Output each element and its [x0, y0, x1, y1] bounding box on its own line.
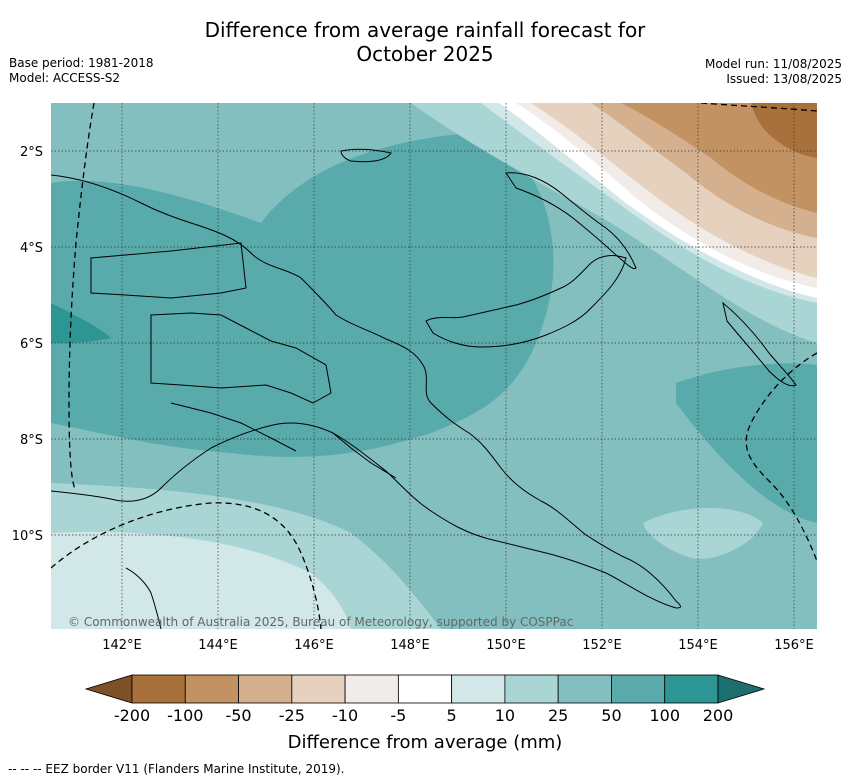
- model-text: Model: ACCESS-S2: [9, 71, 121, 85]
- new-britain-coast: [425, 255, 627, 348]
- colorbar-tick-label: -200: [114, 706, 150, 725]
- colorbar-segment: [557, 674, 612, 704]
- colorbar-tick-label: -5: [390, 706, 406, 725]
- colorbar-segment: [504, 674, 559, 704]
- lat-label: 6°S: [20, 337, 43, 352]
- province-borders: [90, 242, 397, 479]
- issued-text: Issued: 13/08/2025: [726, 72, 842, 86]
- left-metadata: Base period: 1981-2018 Model: ACCESS-S2: [9, 56, 154, 86]
- border-highlands: [150, 312, 332, 404]
- colorbar-segment: [131, 674, 186, 704]
- shade-band-sw-5-10: [51, 532, 351, 629]
- new-ireland-coast: [505, 172, 637, 270]
- copyright-text: © Commonwealth of Australia 2025, Bureau…: [68, 615, 573, 629]
- colorbar: -200 -100 -50 -25 -10 -5 5 10 25 50 100 200: [84, 674, 766, 725]
- colorbar-segment: [344, 674, 399, 704]
- shade-band-ne-minus200-minus100: [751, 103, 817, 158]
- colorbar-tick-label: -10: [332, 706, 358, 725]
- cape-york-coast: [125, 567, 162, 629]
- colorbar-extend-high: [717, 674, 766, 704]
- base-period-text: Base period: 1981-2018: [9, 56, 154, 70]
- colorbar-tick-label: 100: [649, 706, 680, 725]
- png-south-coast: [51, 422, 677, 609]
- title-line-2: October 2025: [356, 42, 494, 66]
- map-title: Difference from average rainfall forecas…: [0, 18, 850, 66]
- shade-region-center-50-100: [51, 133, 554, 457]
- rainfall-anomaly-map: © Commonwealth of Australia 2025, Bureau…: [51, 103, 817, 629]
- latitude-labels: 2°S 4°S 6°S 8°S 10°S: [12, 145, 43, 544]
- shade-region-east-50-100: [676, 363, 817, 523]
- colorbar-tick-label: 25: [548, 706, 568, 725]
- longitude-labels: 142°E 144°E 146°E 148°E 150°E 152°E 154°E 156°E: [102, 638, 814, 653]
- eez-footnote: -- -- -- EEZ border V11 (Flanders Marine…: [8, 762, 345, 776]
- colorbar-segment: [451, 674, 506, 704]
- lat-label: 4°S: [20, 241, 43, 256]
- colorbar-tick-label: -100: [167, 706, 203, 725]
- colorbar-segment: [291, 674, 346, 704]
- colorbar-tick-label: 50: [601, 706, 621, 725]
- shade-region-west-100-200: [51, 303, 111, 343]
- lon-label: 146°E: [294, 638, 334, 653]
- border-western-gulf: [170, 402, 297, 452]
- colorbar-extend-low: [84, 674, 133, 704]
- manus-island-coast: [340, 148, 392, 163]
- eez-east: [745, 352, 817, 562]
- colorbar-segment: [664, 674, 719, 704]
- lat-label: 10°S: [12, 529, 43, 544]
- colorbar-label: Difference from average (mm): [288, 732, 563, 753]
- eez-north: [700, 103, 817, 112]
- lon-label: 156°E: [774, 638, 814, 653]
- lon-label: 142°E: [102, 638, 142, 653]
- colorbar-segment: [184, 674, 239, 704]
- lon-label: 144°E: [198, 638, 238, 653]
- colorbar-tick-label: 200: [703, 706, 734, 725]
- colorbar-segment: [611, 674, 666, 704]
- eez-west: [68, 103, 95, 492]
- shade-patch-se-10-25: [643, 508, 763, 559]
- border-sandaun: [90, 242, 247, 299]
- colorbar-segment: [397, 674, 453, 704]
- model-run-text: Model run: 11/08/2025: [704, 57, 842, 71]
- eez-borders: [51, 103, 817, 629]
- title-line-1: Difference from average rainfall forecas…: [204, 18, 646, 42]
- lon-label: 150°E: [486, 638, 526, 653]
- colorbar-tick-label: 10: [495, 706, 515, 725]
- bougainville-coast: [722, 301, 797, 387]
- lon-label: 148°E: [390, 638, 430, 653]
- png-north-coast: [51, 174, 681, 609]
- lon-label: 152°E: [582, 638, 622, 653]
- colorbar-tick-label: -50: [225, 706, 251, 725]
- lat-label: 8°S: [20, 433, 43, 448]
- right-metadata: Model run: 11/08/2025 Issued: 13/08/2025: [705, 57, 842, 87]
- lon-label: 154°E: [678, 638, 718, 653]
- coastlines: [51, 148, 797, 629]
- colorbar-tick-label: 5: [447, 706, 457, 725]
- graticule: [51, 103, 817, 629]
- colorbar-segment: [238, 674, 293, 704]
- colorbar-tick-label: -25: [279, 706, 305, 725]
- lat-label: 2°S: [20, 145, 43, 160]
- border-central: [332, 432, 397, 479]
